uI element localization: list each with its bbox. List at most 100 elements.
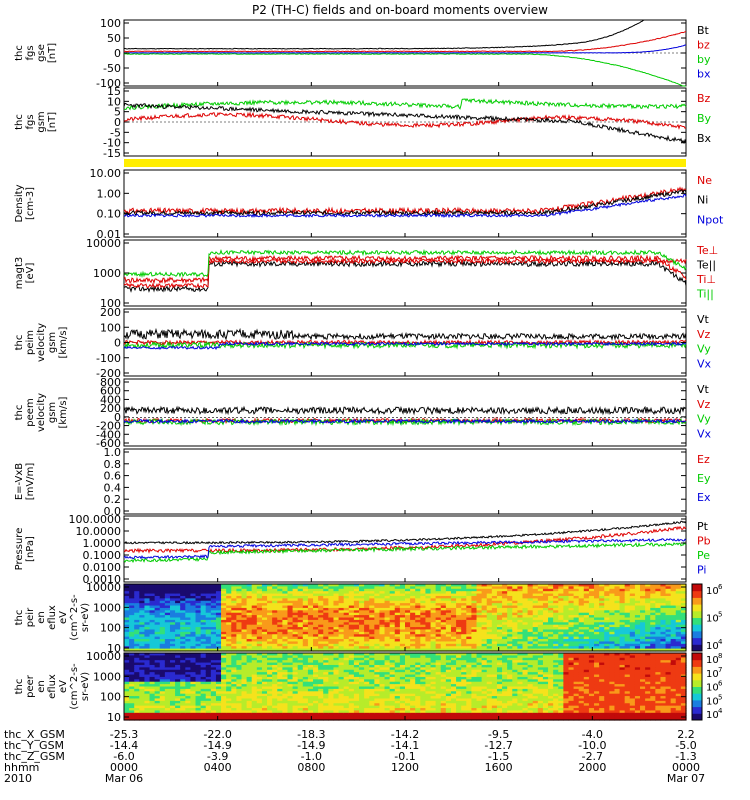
- spectrogram-cell: [277, 664, 283, 668]
- spectrogram-cell: [282, 679, 289, 683]
- spectrogram-cell: [353, 698, 360, 702]
- spectrogram-cell: [272, 698, 278, 702]
- spectrogram-cell: [542, 636, 549, 640]
- spectrogram-cell: [307, 643, 314, 647]
- spectrogram-cell: [374, 593, 381, 597]
- spectrogram-cell: [599, 627, 605, 631]
- spectrogram-cell: [399, 660, 406, 664]
- spectrogram-cell: [236, 705, 243, 709]
- spectrogram-cell: [246, 698, 253, 702]
- spectrogram-cell: [532, 584, 539, 587]
- spectrogram-cell: [180, 672, 186, 676]
- spectrogram-cell: [486, 603, 493, 607]
- spectrogram-cell: [629, 627, 636, 631]
- spectrogram-cell: [149, 641, 156, 645]
- spectrogram-cell: [583, 615, 590, 619]
- spectrogram-cell: [502, 584, 508, 587]
- spectrogram-cell: [297, 681, 304, 685]
- spectrogram-cell: [215, 717, 222, 721]
- spectrogram-cell: [384, 593, 391, 597]
- spectrogram-cell: [670, 584, 677, 587]
- spectrogram-cell: [190, 598, 197, 602]
- legend-entry: by: [697, 53, 711, 66]
- spectrogram-cell: [420, 586, 427, 590]
- spectrogram-cell: [313, 595, 319, 599]
- spectrogram-cell: [420, 619, 427, 623]
- spectrogram-cell: [537, 588, 544, 592]
- spectrogram-cell: [169, 648, 176, 652]
- spectrogram-cell: [650, 593, 656, 597]
- spectrogram-cell: [634, 622, 641, 626]
- spectrogram-cell: [180, 700, 186, 704]
- spectrogram-cell: [307, 705, 314, 709]
- spectrogram-cell: [364, 605, 370, 609]
- spectrogram-cell: [149, 715, 156, 719]
- spectrogram-cell: [313, 641, 319, 645]
- y-tick-label: 0.2: [104, 493, 122, 506]
- legend-entry: Pe: [697, 549, 710, 562]
- spectrogram-cell: [241, 615, 248, 619]
- spectrogram-cell: [507, 639, 513, 643]
- spectrogram-cell: [159, 631, 166, 635]
- spectrogram-cell: [394, 696, 401, 700]
- spectrogram-cell: [394, 643, 401, 647]
- spectrogram-cell: [461, 646, 467, 650]
- spectrogram-cell: [563, 636, 570, 640]
- spectrogram-cell: [221, 669, 227, 673]
- spectrogram-cell: [374, 600, 381, 604]
- spectrogram-cell: [124, 698, 130, 702]
- spectrogram-cell: [491, 615, 498, 619]
- spectrogram-cell: [241, 705, 248, 709]
- spectrogram-cell: [466, 586, 473, 590]
- spectrogram-cell: [680, 619, 687, 623]
- spectrogram-cell: [573, 646, 580, 650]
- spectrogram-cell: [169, 655, 176, 659]
- spectrogram-cell: [486, 622, 493, 626]
- spectrogram-cell: [553, 631, 559, 635]
- spectrogram-cell: [614, 631, 621, 635]
- spectrogram-cell: [302, 634, 309, 638]
- spectrogram-cell: [415, 667, 421, 671]
- spectrogram-cell: [553, 639, 559, 643]
- spectrogram-cell: [476, 646, 483, 650]
- spectrogram-cell: [215, 610, 222, 614]
- spectrogram-cell: [614, 605, 621, 609]
- spectrogram-cell: [277, 674, 283, 678]
- spectrogram-cell: [619, 641, 626, 645]
- spectrogram-cell: [353, 660, 360, 664]
- spectrogram-cell: [129, 605, 135, 609]
- spectrogram-cell: [675, 627, 682, 631]
- spectrogram-cell: [389, 605, 396, 609]
- spectrogram-cell: [185, 622, 192, 626]
- spectrogram-cell: [527, 591, 534, 595]
- spectrogram-cell: [517, 631, 524, 635]
- spectrogram-cell: [609, 603, 616, 607]
- spectrogram-cell: [655, 627, 662, 631]
- spectrogram-cell: [185, 629, 192, 633]
- spectrogram-cell: [338, 595, 345, 599]
- spectrogram-cell: [180, 712, 186, 716]
- spectrogram-cell: [164, 591, 171, 595]
- spectrogram-cell: [415, 693, 421, 697]
- spectrogram-cell: [338, 700, 345, 704]
- spectrogram-cell: [256, 624, 263, 628]
- spectrogram-cell: [287, 657, 294, 661]
- legend-entry: Vz: [697, 398, 711, 411]
- spectrogram-cell: [154, 674, 161, 678]
- spectrogram-cell: [139, 696, 146, 700]
- spectrogram-cell: [318, 653, 324, 656]
- spectrogram-cell: [164, 664, 171, 668]
- spectrogram-cell: [231, 693, 237, 697]
- spectrogram-cell: [384, 627, 391, 631]
- spectrogram-cell: [481, 634, 488, 638]
- spectrogram-cell: [159, 584, 166, 587]
- spectrogram-cell: [292, 674, 299, 678]
- spectrogram-cell: [287, 634, 294, 638]
- spectrogram-cell: [297, 598, 304, 602]
- spectrogram-cell: [236, 648, 243, 652]
- spectrogram-cell: [430, 648, 437, 652]
- spectrogram-cell: [124, 672, 130, 676]
- spectrogram-cell: [190, 703, 197, 707]
- spectrogram-cell: [563, 593, 570, 597]
- spectrogram-cell: [496, 641, 503, 645]
